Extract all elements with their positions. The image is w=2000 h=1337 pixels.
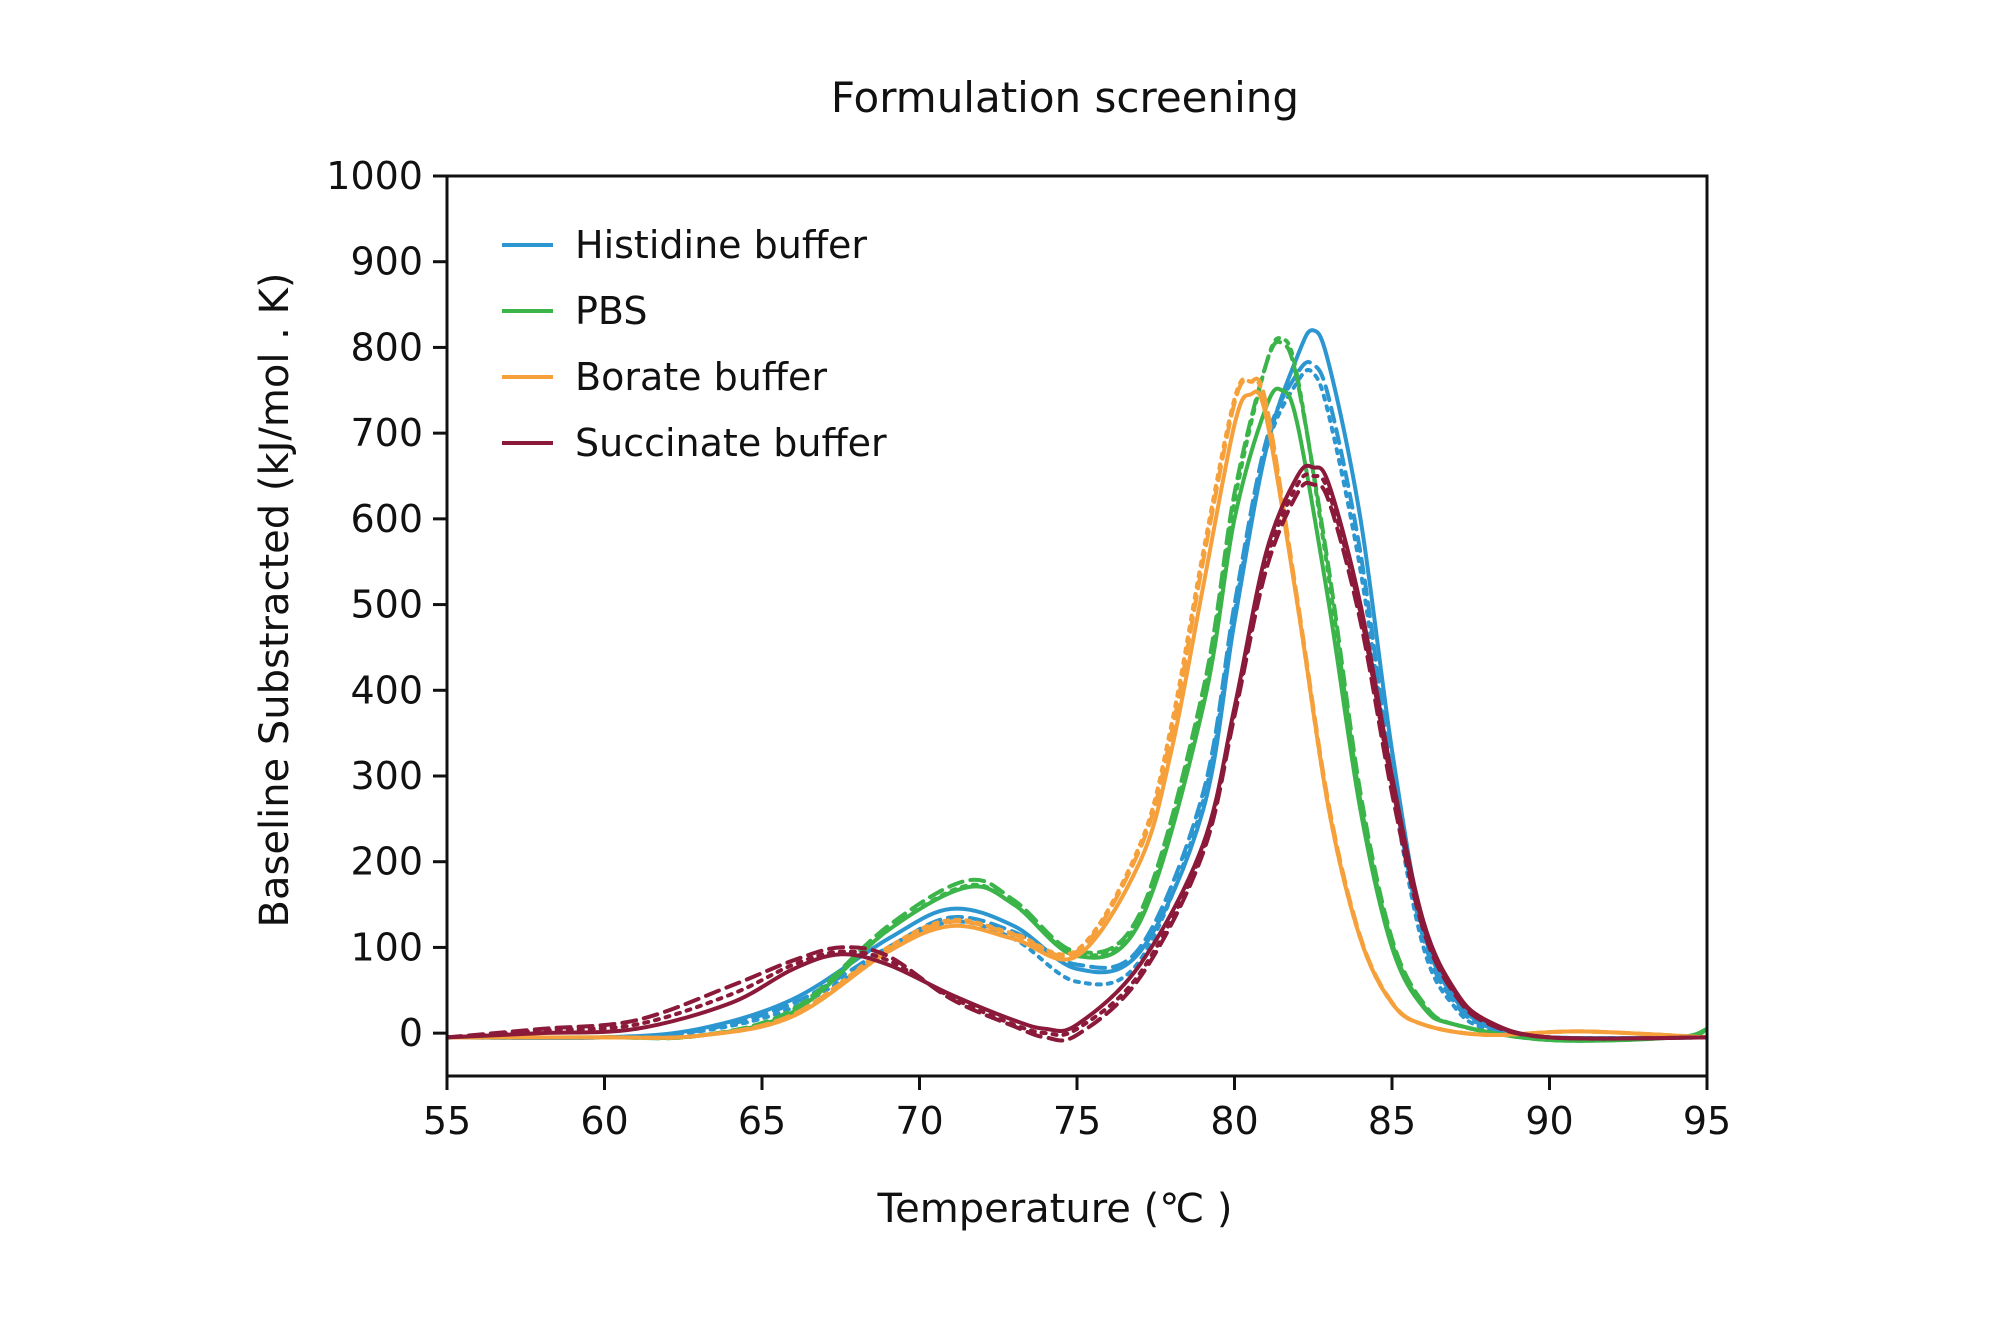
series-line-2-dotted [447, 336, 1707, 1043]
y-tick-label: 600 [350, 497, 423, 541]
series-line-3-solid [447, 389, 1707, 1040]
series-layer [447, 328, 1707, 1043]
y-tick-label: 100 [350, 925, 423, 969]
legend: Histidine buffer PBS Borate buffer Succinat… [502, 223, 887, 465]
x-tick-label: 75 [1053, 1099, 1101, 1143]
series-succinate-buffer [447, 463, 1707, 1043]
x-tick-label: 55 [423, 1099, 471, 1143]
chart-title: Formulation screening [831, 73, 1299, 122]
x-tick-label: 95 [1683, 1099, 1731, 1143]
y-tick-label: 300 [350, 754, 423, 798]
legend-label: Histidine buffer [575, 223, 867, 267]
y-tick-label: 400 [350, 668, 423, 712]
legend-label: Succinate buffer [575, 421, 887, 465]
series-line-3-dashed [447, 376, 1707, 1040]
x-tick-label: 70 [895, 1099, 943, 1143]
y-tick-label: 800 [350, 325, 423, 369]
y-tick-label: 500 [350, 583, 423, 627]
y-axis: 0 100 200 300 400 500 600 700 800 900 1000 [326, 154, 447, 1055]
legend-label: Borate buffer [575, 355, 827, 399]
y-tick-label: 0 [399, 1011, 423, 1055]
series-line-4-dotted [447, 472, 1707, 1041]
x-tick-label: 65 [738, 1099, 786, 1143]
x-tick-label: 60 [580, 1099, 628, 1143]
y-tick-label: 1000 [326, 154, 423, 198]
legend-label: PBS [575, 289, 647, 333]
x-tick-label: 90 [1525, 1099, 1573, 1143]
x-axis: 55 60 65 70 75 80 85 90 95 [423, 1076, 1731, 1143]
series-line-1-dotted [447, 367, 1707, 1041]
y-tick-label: 200 [350, 840, 423, 884]
x-tick-label: 85 [1368, 1099, 1416, 1143]
y-tick-label: 700 [350, 411, 423, 455]
series-pbs [447, 336, 1707, 1043]
series-line-3-dotted [447, 376, 1707, 1040]
y-axis-title: Baseline Substracted (kJ/mol . K) [252, 273, 298, 928]
y-tick-label: 900 [350, 240, 423, 284]
x-tick-label: 80 [1210, 1099, 1258, 1143]
series-line-2-solid [447, 386, 1707, 1043]
series-borate-buffer [447, 376, 1707, 1040]
x-axis-title: Temperature (℃ ) [877, 1186, 1233, 1232]
